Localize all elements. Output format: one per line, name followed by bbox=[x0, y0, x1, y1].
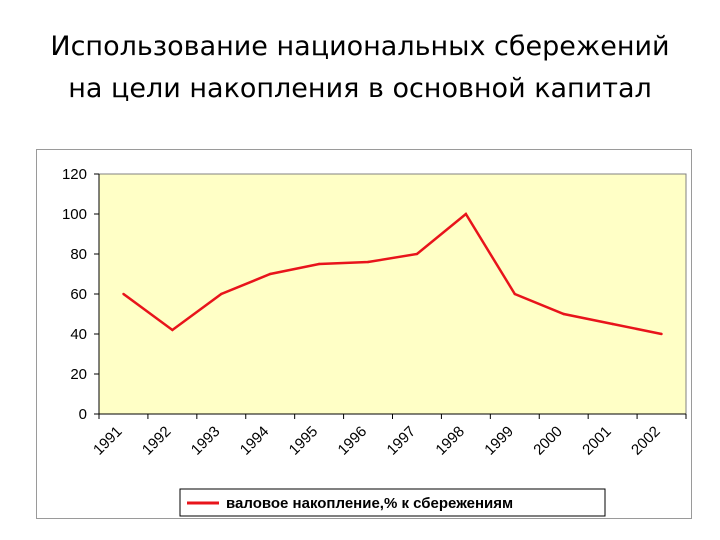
x-tick-label: 1998 bbox=[432, 423, 468, 459]
data-point bbox=[122, 292, 125, 296]
y-tick-label: 80 bbox=[70, 246, 87, 263]
slide-title: Использование национальных сбережений на… bbox=[50, 31, 670, 104]
y-tick-label: 100 bbox=[62, 206, 87, 223]
x-tick-label: 1999 bbox=[481, 423, 517, 459]
y-tick-label: 60 bbox=[70, 286, 87, 303]
legend: валовое накопление,% к сбережениям bbox=[179, 488, 606, 517]
plot-area bbox=[98, 173, 687, 415]
data-point bbox=[317, 262, 321, 266]
legend-label: валовое накопление,% к сбережениям bbox=[226, 495, 513, 512]
y-tick-label: 20 bbox=[70, 366, 87, 383]
series-line bbox=[122, 212, 662, 336]
data-point bbox=[513, 292, 516, 296]
x-tick-label: 1992 bbox=[139, 423, 175, 459]
x-tick-label: 1996 bbox=[335, 423, 371, 459]
x-tick-label: 1994 bbox=[237, 423, 273, 459]
data-point bbox=[220, 292, 223, 296]
x-tick-label: 1993 bbox=[188, 423, 224, 459]
x-tick-label: 1991 bbox=[90, 423, 126, 459]
data-point bbox=[269, 272, 272, 276]
series-layer bbox=[122, 212, 663, 336]
x-tick-label: 1995 bbox=[286, 423, 322, 459]
data-point bbox=[562, 312, 565, 316]
y-tick-label: 0 bbox=[79, 406, 87, 423]
y-tick-label: 40 bbox=[70, 326, 87, 343]
y-axis: 0 20 40 60 80 100 120 bbox=[62, 166, 100, 423]
x-tick-label: 2000 bbox=[530, 423, 566, 459]
x-axis: 1991 1992 1993 1994 1995 1996 1997 1998 1999 2000… bbox=[90, 413, 687, 459]
x-tick-label: 1997 bbox=[384, 423, 420, 459]
data-point bbox=[366, 260, 370, 264]
data-point bbox=[415, 252, 419, 256]
data-point bbox=[464, 212, 468, 216]
y-tick-label: 120 bbox=[62, 166, 87, 183]
data-point bbox=[611, 322, 614, 326]
legend-box bbox=[179, 488, 606, 517]
data-point bbox=[660, 332, 663, 336]
x-tick-label: 2002 bbox=[628, 423, 664, 459]
x-tick-label: 2001 bbox=[579, 423, 615, 459]
data-point bbox=[171, 328, 174, 332]
